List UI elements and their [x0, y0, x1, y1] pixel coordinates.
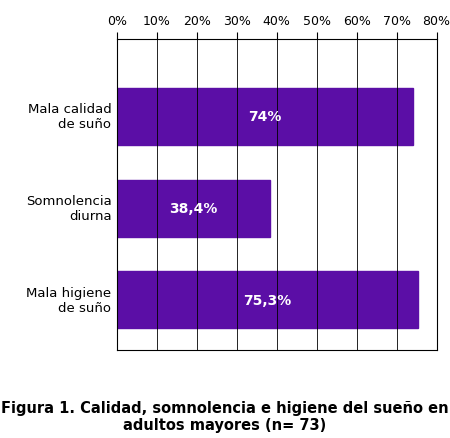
Text: 38,4%: 38,4%	[170, 201, 218, 215]
Bar	[117, 272, 418, 328]
Text: Figura 1. Calidad, somnolencia e higiene del sueño en
adultos mayores (n= 73): Figura 1. Calidad, somnolencia e higiene…	[1, 400, 449, 432]
Text: 74%: 74%	[248, 110, 281, 124]
Bar	[117, 180, 270, 237]
Bar	[117, 89, 413, 145]
Text: 75,3%: 75,3%	[243, 293, 292, 307]
